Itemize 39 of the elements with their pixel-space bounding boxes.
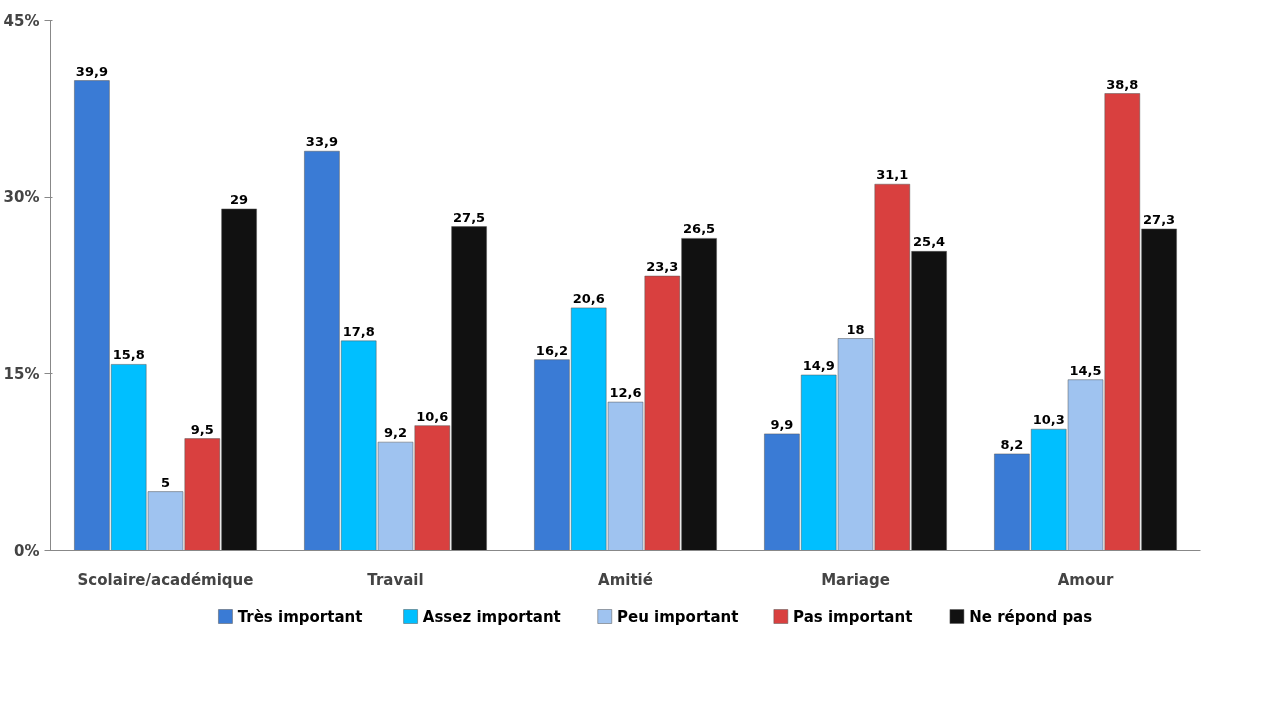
y-tick-label: 45% xyxy=(3,11,40,30)
data-label: 18 xyxy=(846,321,865,337)
data-label: 8,2 xyxy=(1000,436,1024,452)
x-tick-label: Mariage xyxy=(821,570,890,589)
data-label: 20,6 xyxy=(572,290,605,306)
data-label: 5 xyxy=(160,474,171,490)
x-tick-label: Amitié xyxy=(598,570,653,589)
data-label: 12,6 xyxy=(609,385,642,401)
legend-label: Peu important xyxy=(617,607,739,626)
data-label: 27,3 xyxy=(1143,211,1176,227)
data-label: 14,9 xyxy=(802,358,835,374)
legend-label: Ne répond pas xyxy=(969,607,1093,626)
y-tick-label: 30% xyxy=(3,188,40,207)
x-tick-label: Scolaire/académique xyxy=(77,570,254,589)
data-label: 38,8 xyxy=(1106,76,1139,92)
legend-label: Pas important xyxy=(793,607,913,626)
data-label: 23,3 xyxy=(646,259,679,275)
x-tick-label: Travail xyxy=(367,570,424,589)
data-label: 33,9 xyxy=(305,134,338,150)
x-tick-label: Amour xyxy=(1057,570,1114,589)
data-label: 14,5 xyxy=(1069,362,1102,378)
data-label: 10,3 xyxy=(1032,412,1065,428)
legend-label: Assez important xyxy=(422,607,561,626)
data-label: 9,2 xyxy=(383,425,408,441)
data-label: 29 xyxy=(230,191,249,207)
data-label: 31,1 xyxy=(876,167,909,183)
data-label: 25,4 xyxy=(913,234,946,250)
data-label: 39,9 xyxy=(75,63,108,79)
y-tick-label: 15% xyxy=(3,364,40,383)
data-label: 9,5 xyxy=(190,421,214,437)
data-label: 9,9 xyxy=(770,416,794,432)
data-label: 26,5 xyxy=(683,221,716,237)
data-label: 27,5 xyxy=(453,209,486,225)
legend-label: Très important xyxy=(237,607,363,626)
data-label: 15,8 xyxy=(112,347,145,363)
data-label: 10,6 xyxy=(416,408,449,424)
data-label: 17,8 xyxy=(342,323,375,339)
data-label: 16,2 xyxy=(535,342,568,358)
y-tick-label: 0% xyxy=(14,541,40,560)
